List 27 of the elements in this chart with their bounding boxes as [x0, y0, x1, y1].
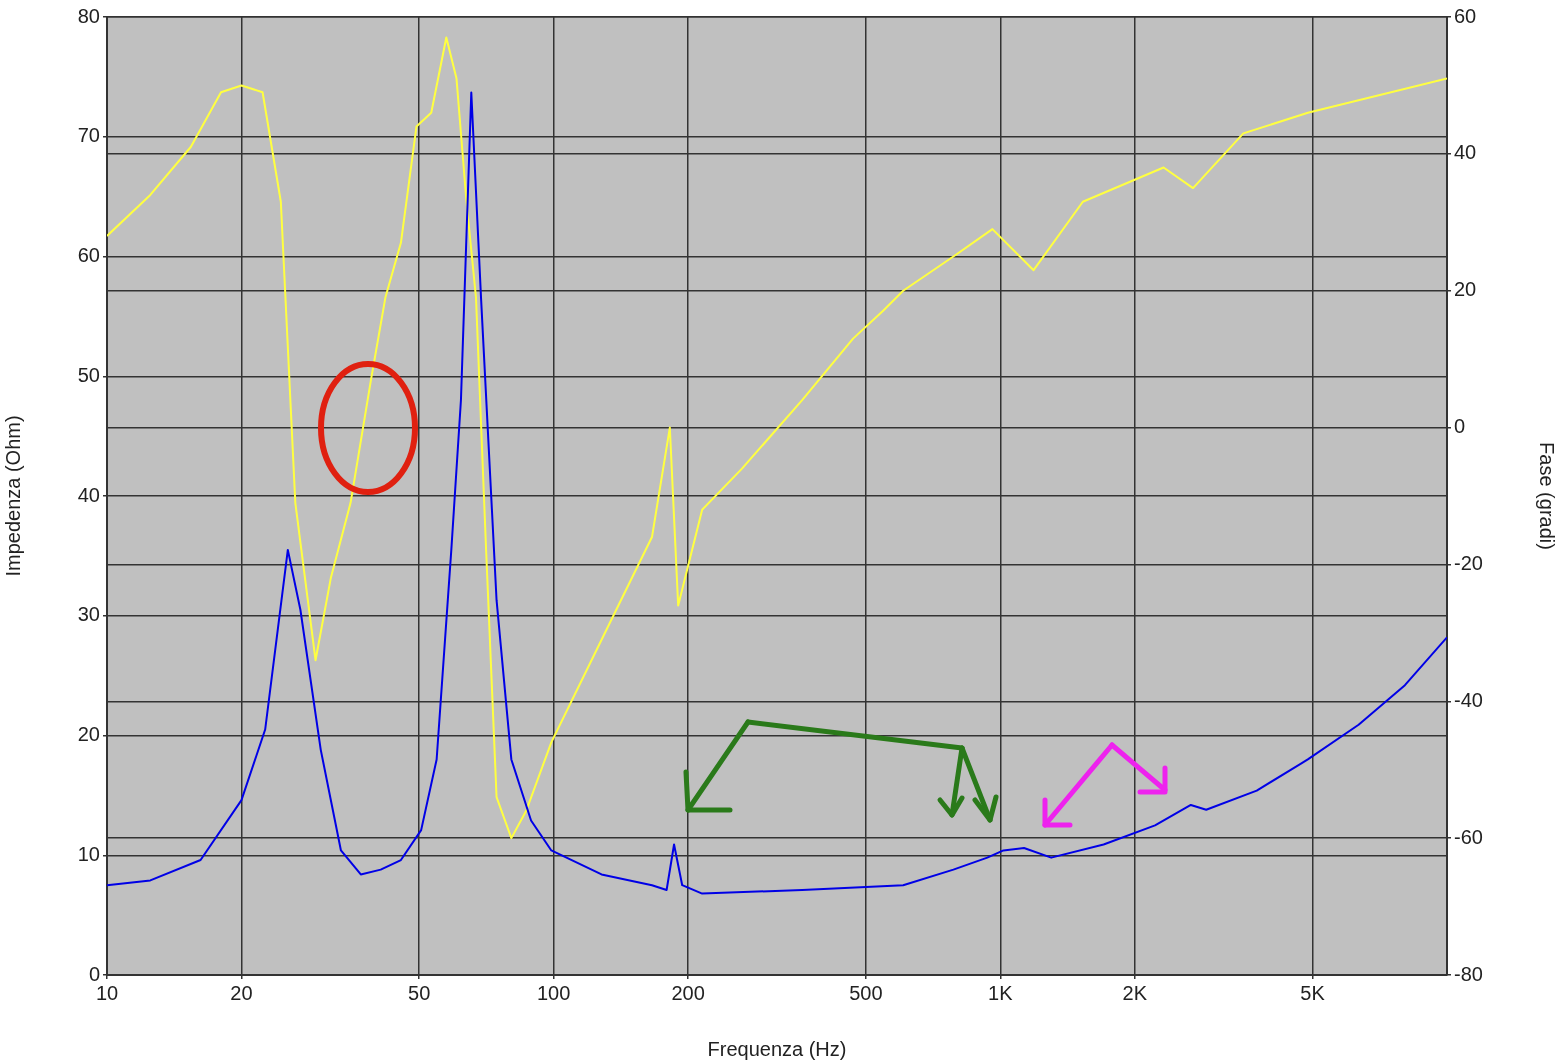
y-tick-label: 80 [77, 4, 100, 27]
y2-tick-label: -40 [1454, 688, 1483, 711]
x-tick-label: 500 [849, 981, 883, 1004]
y-tick-label: 70 [77, 124, 100, 147]
y-tick-label: 60 [77, 244, 100, 267]
y-tick-label: 10 [77, 842, 100, 865]
y2-tick-label: 20 [1454, 278, 1477, 301]
x-tick-label: 20 [230, 981, 253, 1004]
y2-tick-label: 0 [1454, 415, 1466, 438]
x-tick-label: 1K [988, 981, 1014, 1004]
y2-tick-label: -20 [1454, 551, 1483, 574]
y2-axis-title: Fase (gradi) [1536, 442, 1559, 550]
y-axis-title: Impedenza (Ohm) [1, 415, 24, 577]
y-tick-label: 50 [77, 363, 100, 386]
y2-tick-label: 40 [1454, 141, 1477, 164]
y-tick-label: 20 [77, 723, 100, 746]
x-tick-label: 50 [408, 981, 431, 1004]
y2-tick-label: -60 [1454, 825, 1483, 848]
x-tick-label: 5K [1300, 981, 1326, 1004]
x-tick-label: 200 [671, 981, 705, 1004]
x-tick-label: 2K [1122, 981, 1148, 1004]
y2-tick-label: 60 [1454, 4, 1477, 27]
x-tick-label: 100 [536, 981, 571, 1004]
y-tick-label: 40 [77, 483, 100, 506]
y2-tick-label: -80 [1454, 962, 1483, 985]
x-axis-title: Frequenza (Hz) [707, 1037, 847, 1060]
y-tick-label: 30 [77, 603, 100, 626]
